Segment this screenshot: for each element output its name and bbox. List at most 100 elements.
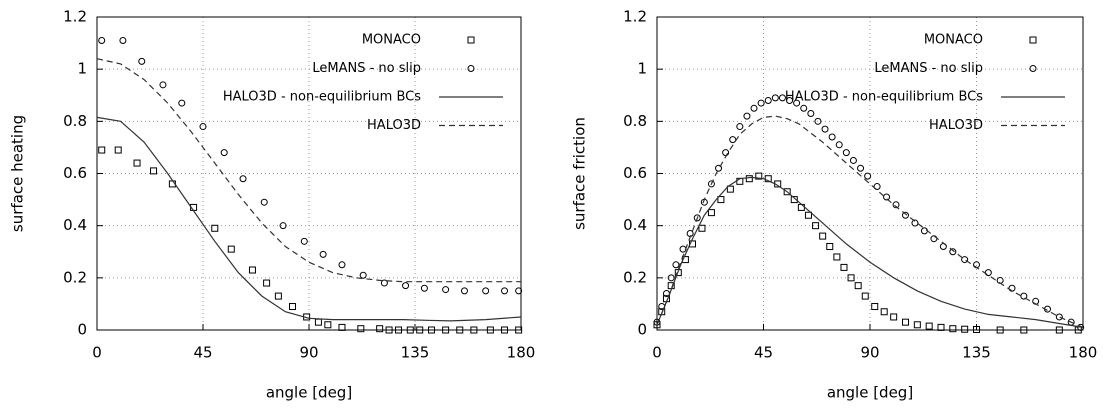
square-marker <box>996 326 1004 334</box>
series-line <box>96 58 521 283</box>
circle-marker <box>359 271 367 279</box>
square-marker <box>847 274 855 282</box>
square-marker <box>717 196 725 204</box>
square-marker <box>861 292 869 300</box>
y-tick-label: 1 <box>637 60 647 78</box>
circle-marker <box>119 36 127 44</box>
circle-marker <box>239 175 247 183</box>
circle-marker <box>178 99 186 107</box>
circle-marker <box>930 235 938 243</box>
circle-marker <box>159 81 167 89</box>
circle-marker <box>949 248 957 256</box>
square-marker <box>826 243 834 251</box>
circle-marker <box>849 156 857 164</box>
circle-marker <box>460 287 468 295</box>
square-marker <box>376 325 384 333</box>
series-line <box>656 176 1084 328</box>
square-marker <box>357 325 365 333</box>
square-marker <box>114 146 122 154</box>
y-tick-label: 1.2 <box>63 8 87 26</box>
square-marker <box>1020 326 1028 334</box>
series-line <box>96 116 522 322</box>
square-marker <box>913 321 921 329</box>
circle-marker <box>778 94 786 102</box>
legend-swatch <box>1029 36 1037 44</box>
square-marker <box>833 253 841 261</box>
circle-marker <box>807 110 815 118</box>
square-marker <box>1055 326 1063 334</box>
square-marker <box>854 282 862 290</box>
y-axis-label: surface friction <box>571 117 589 230</box>
circle-marker <box>984 269 992 277</box>
square-marker <box>783 188 791 196</box>
x-tick-label: 90 <box>299 344 318 362</box>
circle-marker <box>736 123 744 131</box>
circle-marker <box>814 117 822 125</box>
circle-marker <box>828 133 836 141</box>
circle-marker <box>319 250 327 258</box>
circle-marker <box>380 279 388 287</box>
circle-marker <box>883 193 891 201</box>
circle-marker <box>842 149 850 157</box>
square-marker <box>819 232 827 240</box>
square-marker <box>745 175 753 183</box>
x-tick-label: 90 <box>860 344 879 362</box>
square-marker <box>790 196 798 204</box>
circle-marker <box>1055 313 1063 321</box>
circle-marker <box>300 237 308 245</box>
square-marker <box>515 326 523 334</box>
circle-marker <box>786 96 794 104</box>
circle-marker <box>515 287 523 295</box>
square-marker <box>263 279 271 287</box>
square-marker <box>764 175 772 183</box>
square-marker <box>707 209 715 217</box>
circle-marker <box>442 286 450 294</box>
square-marker <box>681 256 689 264</box>
square-marker <box>698 224 706 232</box>
y-tick-label: 0.2 <box>63 268 87 286</box>
circle-marker <box>402 282 410 290</box>
square-marker <box>211 224 219 232</box>
circle-marker <box>864 172 872 180</box>
square-marker <box>427 326 435 334</box>
circle-marker <box>501 287 509 295</box>
square-marker <box>726 185 734 193</box>
circle-marker <box>873 183 881 191</box>
square-marker <box>653 321 661 329</box>
circle-marker <box>911 219 919 227</box>
square-marker <box>925 322 933 330</box>
square-marker <box>902 318 909 326</box>
circle-marker <box>857 164 865 172</box>
circle-marker <box>902 211 909 219</box>
legend-label: LeMANS - no slip <box>312 61 421 76</box>
square-marker <box>385 326 393 334</box>
square-marker <box>456 326 464 334</box>
circle-marker <box>800 104 808 112</box>
legend-label: HALO3D <box>929 118 983 133</box>
square-marker <box>274 292 282 300</box>
circle-marker <box>279 222 287 230</box>
series-line <box>656 115 1084 328</box>
y-tick-label: 0 <box>77 321 87 339</box>
square-marker <box>949 325 957 333</box>
square-marker <box>133 159 141 167</box>
circle-marker <box>715 164 723 172</box>
square-marker <box>840 263 848 271</box>
circle-marker <box>693 214 701 222</box>
y-tick-label: 0.2 <box>623 268 647 286</box>
legend-label: MONACO <box>924 33 983 48</box>
x-tick-label: 45 <box>193 344 212 362</box>
circle-marker <box>764 96 772 104</box>
square-marker <box>812 222 820 230</box>
square-marker <box>150 167 158 175</box>
y-tick-label: 0.6 <box>63 164 87 182</box>
square-marker <box>314 318 322 326</box>
y-tick-label: 0 <box>637 321 647 339</box>
x-tick-label: 45 <box>754 344 773 362</box>
square-marker <box>501 326 509 334</box>
square-marker <box>395 326 403 334</box>
y-tick-label: 0.8 <box>63 112 87 130</box>
x-axis-label: angle [deg] <box>266 384 352 402</box>
y-tick-label: 1 <box>77 60 87 78</box>
